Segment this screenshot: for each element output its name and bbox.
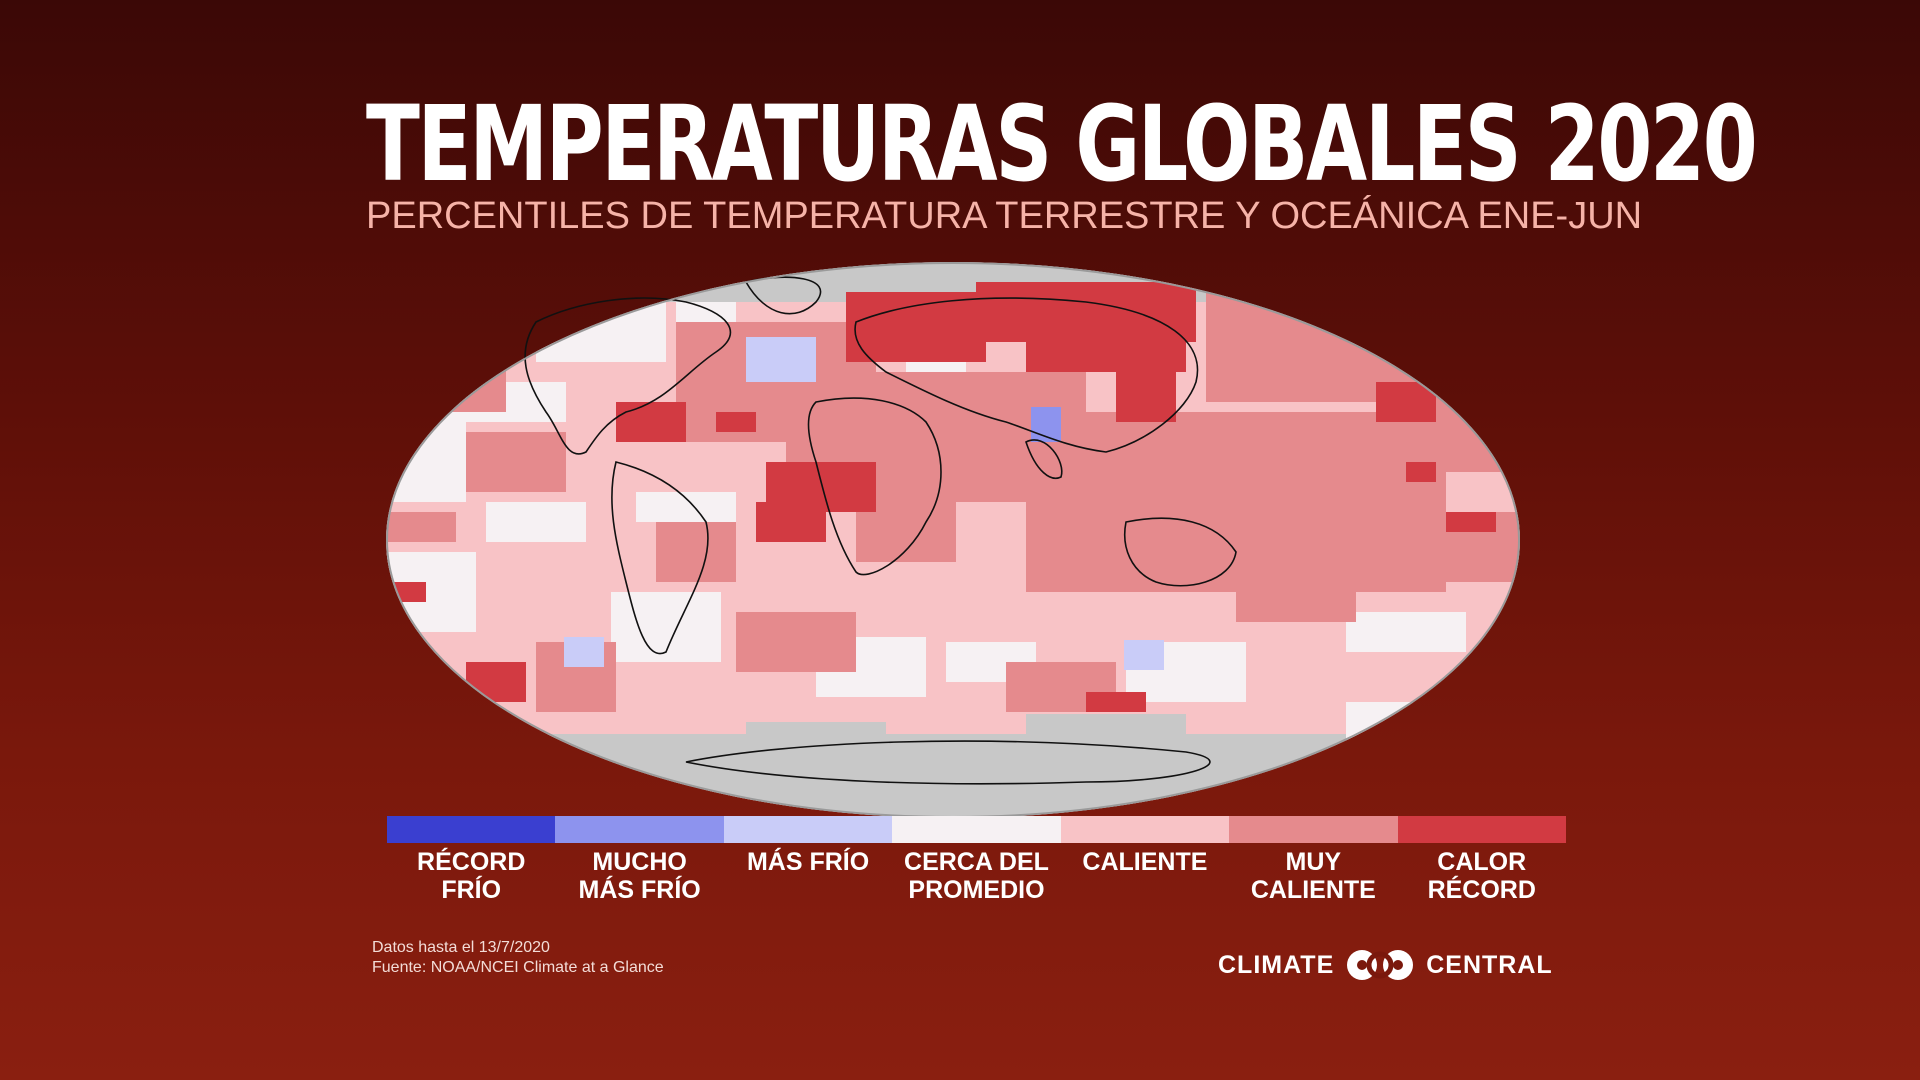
continent-outlines: [524, 276, 1237, 785]
legend-swatch-much-colder: [555, 816, 724, 843]
legend-swatch-colder: [723, 816, 893, 843]
legend-label-record-warm: CALOR RÉCORD: [1427, 848, 1536, 904]
brand-name-left: CLIMATE: [1218, 950, 1335, 979]
legend-swatch-near-average: [892, 816, 1061, 843]
climate-central-logo-icon: [1344, 947, 1416, 983]
legend-color-bar: [387, 816, 1566, 843]
legend-swatch-very-warm: [1229, 816, 1398, 843]
legend-label-very-warm: MUY CALIENTE: [1250, 848, 1376, 904]
legend-labels: RÉCORD FRÍO MUCHO MÁS FRÍO MÁS FRÍO CERC…: [387, 848, 1566, 904]
data-date: Datos hasta el 13/7/2020: [372, 939, 550, 956]
legend-label-near-average: CERCA DEL PROMEDIO: [904, 848, 1049, 904]
footnote: Datos hasta el 13/7/2020 Fuente: NOAA/NC…: [372, 938, 664, 978]
brand-name-right: CENTRAL: [1426, 950, 1553, 979]
page-title: TEMPERATURAS GLOBALES 2020: [366, 83, 1758, 205]
legend-swatch-record-warm: [1397, 816, 1566, 843]
map-grid: [386, 262, 1520, 818]
legend-label-colder: MÁS FRÍO: [746, 848, 870, 876]
legend-label-record-cold: RÉCORD FRÍO: [417, 848, 526, 904]
page-subtitle: PERCENTILES DE TEMPERATURA TERRESTRE Y O…: [366, 195, 1643, 237]
world-temperature-map: [386, 262, 1520, 818]
legend-label-much-colder: MUCHO MÁS FRÍO: [578, 848, 701, 904]
legend-swatch-record-cold: [387, 816, 556, 843]
legend-label-warm: CALIENTE: [1082, 848, 1208, 876]
climate-central-brand: CLIMATE CENTRAL: [1218, 945, 1553, 985]
legend-swatch-warm: [1060, 816, 1230, 843]
data-source: Fuente: NOAA/NCEI Climate at a Glance: [372, 959, 664, 976]
